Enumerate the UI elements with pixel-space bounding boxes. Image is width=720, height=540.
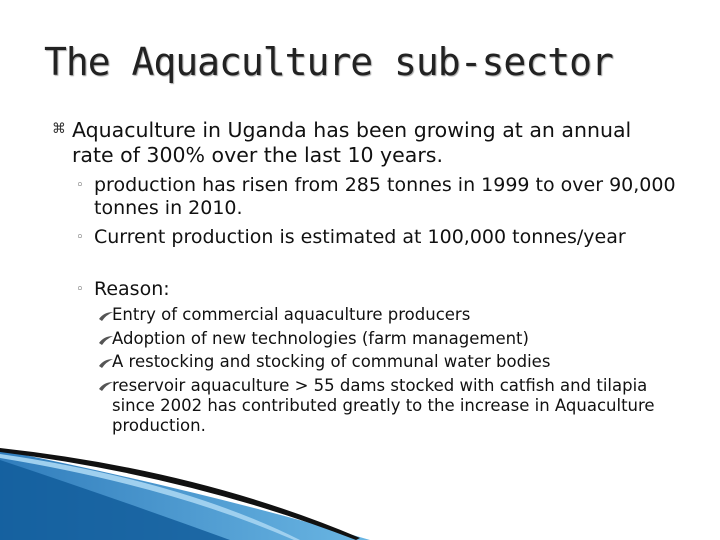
swoosh-bullet-icon <box>99 359 113 368</box>
circle-bullet-icon: ◦ <box>76 178 84 193</box>
reason-item: reservoir aquaculture > 55 dams stocked … <box>112 376 655 435</box>
sub-point-reason: Reason: <box>94 278 170 300</box>
reason-item: Entry of commercial aquaculture producer… <box>112 305 471 324</box>
decorative-swoosh <box>0 448 370 540</box>
ribbon-bullet-icon: ⌘ <box>52 121 66 137</box>
circle-bullet-icon: ◦ <box>76 230 84 245</box>
sub-point-production: production has risen from 285 tonnes in … <box>94 174 676 219</box>
slide-title: The Aquaculture sub-sector <box>44 40 614 84</box>
swoosh-bullet-icon <box>99 382 113 391</box>
circle-bullet-icon: ◦ <box>76 282 84 297</box>
swoosh-bullet-icon <box>99 312 113 321</box>
swoosh-bullet-icon <box>99 336 113 345</box>
sub-point-current: Current production is estimated at 100,0… <box>94 226 626 248</box>
main-point: Aquaculture in Uganda has been growing a… <box>72 118 632 167</box>
reason-item: A restocking and stocking of communal wa… <box>112 352 551 371</box>
reason-item: Adoption of new technologies (farm manag… <box>112 329 529 348</box>
